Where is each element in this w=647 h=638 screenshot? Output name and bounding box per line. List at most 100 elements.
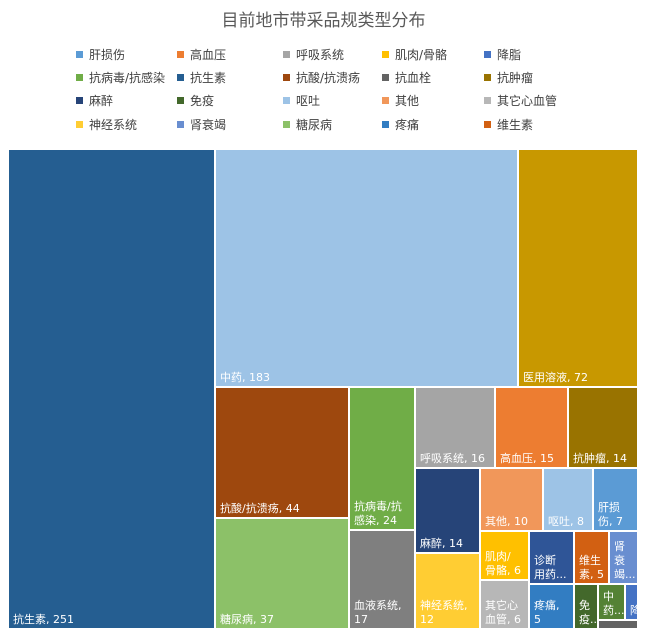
- legend-swatch: [76, 97, 83, 104]
- legend-swatch: [177, 121, 184, 128]
- tile-label: 降...: [630, 603, 647, 617]
- treemap-tile: [567, 386, 639, 469]
- treemap-tile: [597, 619, 639, 630]
- legend-label: 抗生素: [190, 71, 227, 85]
- treemap-tile: [348, 529, 416, 630]
- treemap-tile: [592, 467, 639, 532]
- legend-label: 麻醉: [89, 94, 114, 108]
- treemap-tile: [597, 583, 626, 621]
- legend-swatch: [283, 51, 290, 58]
- legend-swatch: [76, 121, 83, 128]
- tile-label: 医用溶液, 72: [523, 370, 588, 384]
- chart-title: 目前地市带采品规类型分布: [221, 11, 426, 31]
- tile-label: 呼吸系统, 16: [420, 452, 485, 465]
- legend-item: 抗病毒/抗感染: [76, 70, 165, 86]
- treemap-tile: [517, 148, 639, 388]
- legend-item: 其它心血管: [484, 93, 557, 109]
- legend-label: 呕吐: [296, 94, 321, 108]
- tile-label: 其它心血管, 6: [485, 598, 521, 626]
- legend-swatch: [382, 51, 389, 58]
- tile-label: 维生素, 5: [579, 553, 604, 581]
- legend-swatch: [484, 97, 491, 104]
- legend-label: 抗肿瘤: [497, 71, 534, 85]
- legend-label: 抗病毒/抗感染: [89, 71, 166, 85]
- tile-label: 诊断用药...: [534, 553, 567, 581]
- legend-label: 维生素: [497, 118, 534, 132]
- legend-swatch: [382, 74, 389, 81]
- legend-swatch: [177, 74, 184, 81]
- legend-label: 糖尿病: [296, 118, 333, 132]
- legend-swatch: [283, 121, 290, 128]
- legend-label: 降脂: [497, 48, 522, 62]
- tile-label: 中药, 183: [220, 371, 270, 384]
- tile-label: 麻醉, 14: [420, 536, 463, 550]
- legend-swatch: [283, 74, 290, 81]
- legend-label: 抗血栓: [395, 71, 432, 85]
- legend-swatch: [76, 74, 83, 81]
- legend-item: 神经系统: [76, 117, 137, 133]
- legend-swatch: [484, 51, 491, 58]
- treemap-tile: [7, 148, 216, 630]
- tile-label: 抗生素, 251: [13, 612, 74, 626]
- tile-label: 疼痛, 5: [534, 598, 560, 626]
- legend-label: 肝损伤: [89, 48, 126, 62]
- legend-label: 肾衰竭: [190, 118, 227, 132]
- legend: 肝损伤 高血压 呼吸系统 肌肉/骨骼 降脂抗病毒/抗感染 抗生素 抗酸/抗溃疡 抗血栓 抗肿瘤麻…: [0, 0, 647, 145]
- legend-item: 其他: [382, 93, 419, 109]
- legend-swatch: [76, 51, 83, 58]
- legend-item: 降脂: [484, 47, 521, 63]
- legend-item: 肝损伤: [76, 47, 125, 63]
- tile-label: 抗病毒/抗感染, 24: [354, 499, 402, 527]
- legend-swatch: [382, 121, 389, 128]
- legend-label: 其他: [395, 94, 420, 108]
- legend-label: 免疫: [190, 94, 215, 108]
- legend-item: 抗肿瘤: [484, 70, 533, 86]
- legend-item: 抗酸/抗溃疡: [283, 70, 360, 86]
- treemap-tile: [494, 386, 569, 469]
- tile-label: 免疫...: [579, 598, 601, 626]
- treemap-tile: [214, 386, 350, 519]
- legend-item: 抗血栓: [382, 70, 431, 86]
- legend-item: 抗生素: [177, 70, 226, 86]
- treemap-tile: [528, 583, 575, 630]
- tile-label: 肾衰竭...: [614, 540, 636, 581]
- tile-label: 神经系统, 12: [420, 598, 468, 626]
- tile-label: 糖尿病, 37: [220, 612, 274, 626]
- treemap-tile: [608, 530, 639, 585]
- tile-label: 高血压, 15: [500, 451, 554, 465]
- tile-label: 肝损伤, 7: [598, 500, 623, 528]
- legend-item: 免疫: [177, 93, 214, 109]
- legend-item: 麻醉: [76, 93, 113, 109]
- legend-item: 肌肉/骨骼: [382, 47, 447, 63]
- treemap-tile: [479, 579, 530, 630]
- treemap-tile: [214, 517, 350, 630]
- legend-item: 呼吸系统: [283, 47, 344, 63]
- legend-swatch: [177, 51, 184, 58]
- treemap-tile: [479, 530, 530, 581]
- tile-label: 血液系统, 17: [354, 598, 402, 626]
- legend-swatch: [283, 97, 290, 104]
- tile-label: 抗肿瘤, 14: [573, 451, 627, 465]
- treemap-tile: [214, 148, 519, 388]
- treemap-tile: [528, 530, 575, 585]
- legend-label: 肌肉/骨骼: [395, 48, 448, 62]
- treemap-tile: [414, 552, 481, 630]
- legend-label: 抗酸/抗溃疡: [296, 71, 361, 85]
- legend-item: 糖尿病: [283, 117, 332, 133]
- tile-label: 其他, 10: [485, 515, 528, 528]
- legend-label: 神经系统: [89, 118, 138, 132]
- legend-item: 疼痛: [382, 117, 419, 133]
- tile-label: 抗酸/抗溃疡, 44: [220, 501, 300, 515]
- legend-item: 高血压: [177, 47, 226, 63]
- tile-label: 中药...: [603, 590, 625, 617]
- legend-swatch: [484, 121, 491, 128]
- legend-item: 维生素: [484, 117, 533, 133]
- legend-label: 其它心血管: [497, 94, 558, 108]
- legend-swatch: [177, 97, 184, 104]
- legend-item: 肾衰竭: [177, 117, 226, 133]
- legend-swatch: [382, 97, 389, 104]
- legend-swatch: [484, 74, 491, 81]
- legend-label: 呼吸系统: [296, 48, 345, 62]
- legend-label: 疼痛: [395, 118, 420, 132]
